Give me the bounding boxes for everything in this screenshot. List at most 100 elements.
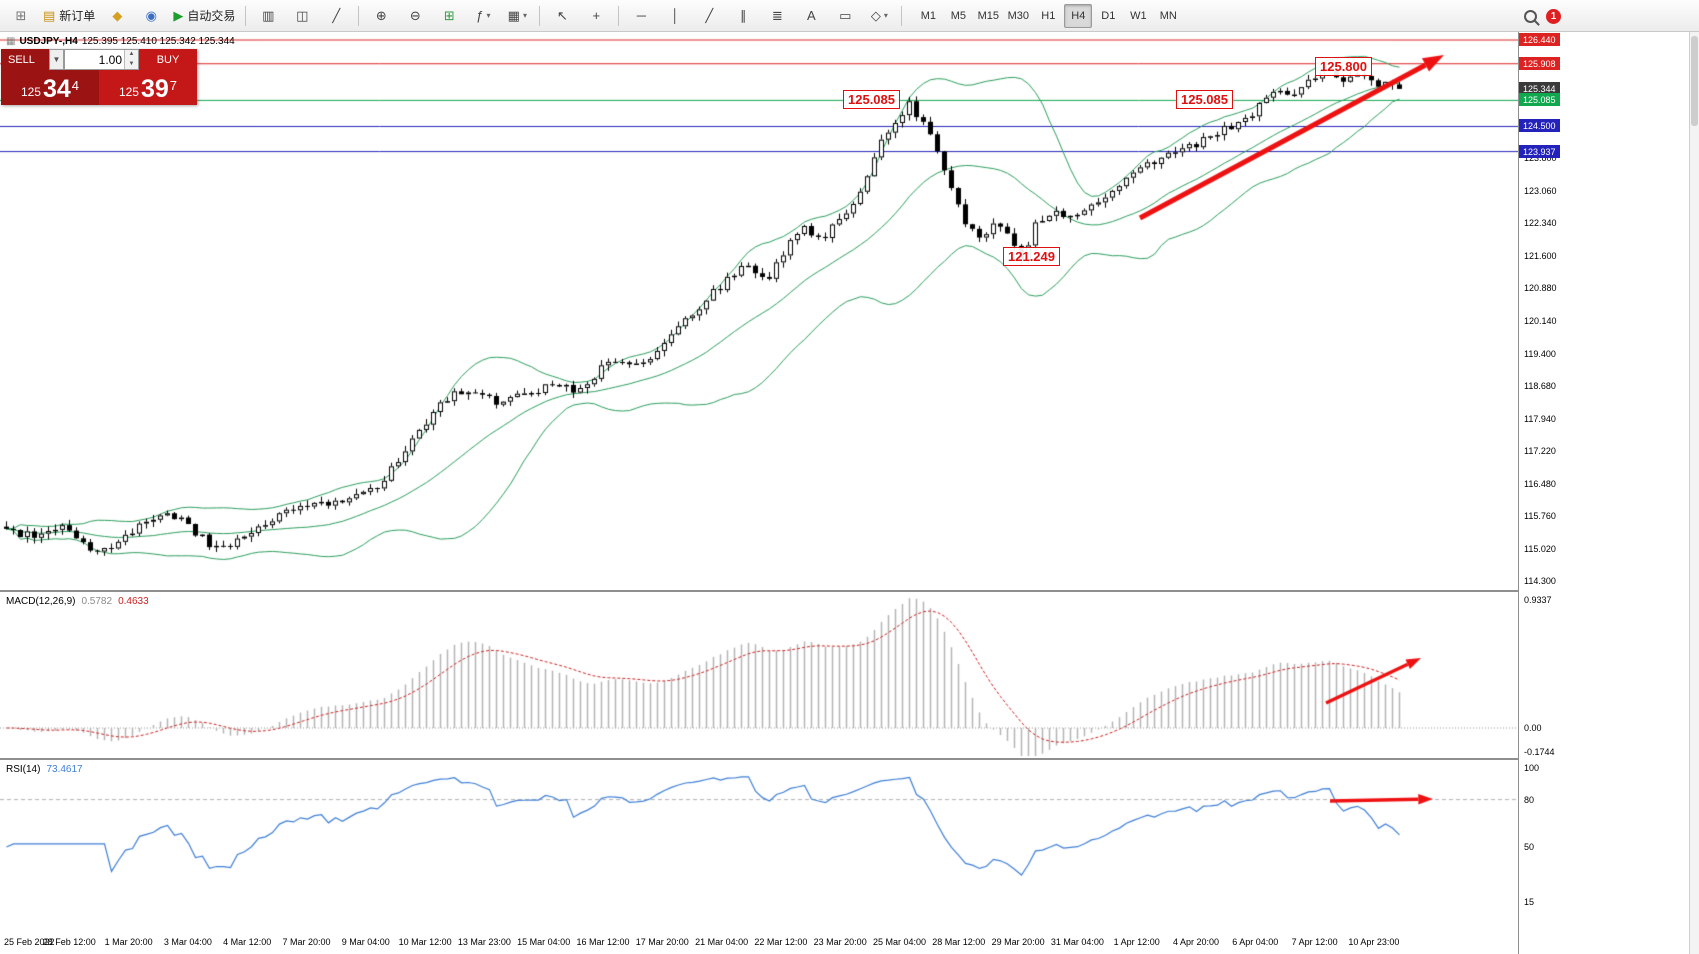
sell-button[interactable]: SELL — [1, 49, 49, 70]
time-axis-label: 28 Mar 12:00 — [932, 937, 986, 947]
scrollbar-thumb[interactable] — [1691, 36, 1698, 126]
templates-button[interactable]: ▦ ▾ — [507, 8, 527, 23]
macd-axis-label: -0.1744 — [1524, 747, 1555, 757]
price-marker-125.085: 125.085 — [1519, 93, 1560, 107]
indicators-button[interactable]: ƒ ▾ — [476, 8, 491, 23]
chart-title: ▦ USDJPY-,H4 125.395 125.410 125.342 125… — [6, 36, 235, 47]
rsi-value: 73.4617 — [46, 764, 83, 775]
line-chart-button[interactable]: ╱ — [332, 8, 341, 23]
shapes-button[interactable]: ◇ ▾ — [870, 8, 888, 23]
rsi-axis-label: 80 — [1524, 794, 1535, 805]
buy-price-int: 125 — [118, 85, 139, 99]
macd-axis-label: 0.9337 — [1524, 595, 1552, 605]
time-axis-label: 6 Apr 04:00 — [1232, 937, 1279, 947]
buy-price-button[interactable]: 125 39 7 — [99, 70, 197, 105]
price-callout-121.249[interactable]: 121.249 — [1003, 247, 1060, 266]
time-axis-label: 9 Mar 04:00 — [341, 937, 390, 947]
fibonacci-button[interactable]: ≣ — [771, 8, 783, 23]
new-order-button[interactable]: ▤ 新订单 — [43, 8, 96, 23]
timeframe-h1[interactable]: H1 — [1041, 9, 1056, 22]
zoom-in-button[interactable]: ⊕ — [375, 8, 387, 23]
volume-up-icon[interactable]: ▲ — [125, 50, 138, 60]
price-callout-125.085[interactable]: 125.085 — [1176, 90, 1233, 109]
time-axis-label: 10 Mar 12:00 — [398, 937, 452, 947]
market-watch-icon[interactable]: ◆ — [112, 8, 123, 23]
sell-price-pips: 34 — [42, 75, 71, 103]
volume-input[interactable] — [65, 50, 124, 69]
time-axis-label: 7 Mar 20:00 — [282, 937, 331, 947]
rsi-panel-canvas[interactable] — [0, 760, 1518, 932]
channel-button[interactable]: ∥ — [740, 8, 747, 23]
price-marker-125.344: 125.344 — [1519, 81, 1560, 95]
macd-axis-label: 0.00 — [1524, 723, 1542, 733]
price-marker-123.937: 123.937 — [1519, 144, 1560, 158]
price-axis-label: 123.800 — [1524, 152, 1557, 163]
time-axis-label: 3 Mar 04:00 — [163, 937, 212, 947]
volume-down-icon[interactable]: ▼ — [125, 59, 138, 69]
label-button[interactable]: ▭ — [839, 8, 852, 23]
time-axis-label: 22 Mar 12:00 — [754, 937, 808, 947]
macd-panel-canvas[interactable] — [0, 592, 1518, 758]
price-axis-label: 117.220 — [1524, 445, 1556, 456]
timeframe-mn[interactable]: MN — [1159, 9, 1177, 22]
toolbar-separator — [245, 5, 247, 26]
candlestick-chart-button[interactable]: ◫ — [296, 8, 309, 23]
search-icon[interactable] — [1524, 9, 1537, 23]
trendline-button[interactable]: ╱ — [705, 8, 714, 23]
price-callout-125.800[interactable]: 125.800 — [1315, 57, 1372, 76]
rsi-axis-label: 15 — [1524, 897, 1535, 908]
rsi-axis-label: 100 — [1524, 763, 1540, 773]
zoom-out-button[interactable]: ⊖ — [409, 8, 421, 23]
timeframe-m5[interactable]: M5 — [950, 9, 966, 22]
data-window-icon[interactable]: ◉ — [145, 8, 157, 23]
autotrading-button[interactable]: ▶ 自动交易 — [173, 8, 236, 23]
toolbar-separator — [618, 5, 620, 26]
panel-splitter-rsi[interactable] — [0, 758, 1689, 760]
order-type-dropdown[interactable]: ▼ — [49, 49, 64, 70]
text-button[interactable]: A — [806, 8, 816, 23]
tile-windows-button[interactable]: ⊞ — [443, 8, 455, 23]
price-callout-125.085[interactable]: 125.085 — [843, 90, 900, 109]
time-axis-label: 29 Mar 20:00 — [991, 937, 1045, 947]
toolbar: ⊞ ▤ 新订单 ◆ ◉ ▶ 自动交易 ▥ ◫ ╱ ⊕ ⊖ ⊞ ƒ ▾ ▦ ▾ ↖ + ─ │ ╱ ∥ ≣ A ▭ ◇ ▾ M1 M5 M1… — [0, 0, 1699, 32]
toolbar-separator — [901, 5, 903, 26]
notification-badge[interactable]: 1 — [1546, 8, 1561, 24]
price-axis-label: 119.400 — [1524, 348, 1556, 359]
volume-box: ▲▼ — [64, 49, 139, 70]
time-axis[interactable]: 25 Feb 2022 28 Feb 12:00 1 Mar 20:00 3 Mar … — [0, 932, 1689, 954]
main-chart-canvas[interactable] — [0, 32, 1518, 590]
bar-chart-button[interactable]: ▥ — [262, 8, 275, 23]
buy-button[interactable]: BUY — [139, 49, 197, 70]
time-axis-label: 1 Mar 20:00 — [104, 937, 153, 947]
time-axis-label: 1 Apr 12:00 — [1113, 937, 1160, 947]
macd-signal-value: 0.4633 — [118, 596, 149, 607]
timeframe-h4[interactable]: H4 — [1064, 3, 1093, 28]
time-axis-label: 16 Mar 12:00 — [576, 937, 630, 947]
price-marker-126.440: 126.440 — [1519, 33, 1560, 47]
timeframe-w1[interactable]: W1 — [1130, 9, 1147, 22]
ohlc-values: 125.395 125.410 125.342 125.344 — [81, 36, 235, 47]
timeframe-m15[interactable]: M15 — [977, 9, 1000, 22]
buy-price-pips: 39 — [140, 75, 169, 103]
cursor-button[interactable]: ↖ — [556, 8, 568, 23]
sell-price-button[interactable]: 125 34 4 — [1, 70, 99, 105]
vline-button[interactable]: │ — [671, 8, 680, 23]
macd-label: MACD(12,26,9) — [6, 596, 76, 607]
timeframe-d1[interactable]: D1 — [1101, 9, 1116, 22]
volume-stepper[interactable]: ▲ ▼ — [124, 50, 138, 69]
vertical-scrollbar[interactable] — [1689, 32, 1699, 954]
price-axis-label: 114.300 — [1524, 576, 1556, 587]
timeframe-m1[interactable]: M1 — [920, 9, 936, 22]
time-axis-label: 21 Mar 04:00 — [695, 937, 749, 947]
timeframe-m30[interactable]: M30 — [1007, 9, 1030, 22]
price-axis-label: 123.060 — [1524, 185, 1557, 196]
price-axis-label: 122.340 — [1524, 217, 1557, 228]
hline-button[interactable]: ─ — [636, 8, 646, 23]
toolbar-separator — [539, 5, 541, 26]
time-axis-label: 17 Mar 20:00 — [635, 937, 689, 947]
toolbar-separator — [358, 5, 360, 26]
panel-splitter-macd[interactable] — [0, 590, 1689, 592]
crosshair-button[interactable]: + — [592, 8, 601, 23]
sell-price-int: 125 — [20, 85, 41, 99]
chart-window-icon[interactable]: ⊞ — [15, 8, 27, 23]
